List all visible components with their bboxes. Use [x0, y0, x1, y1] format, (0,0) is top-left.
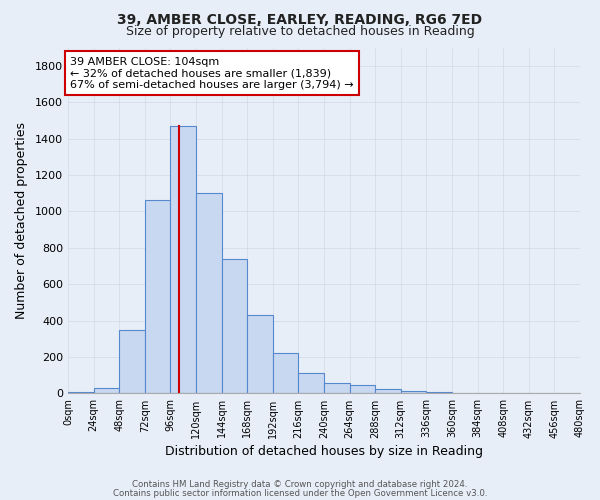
- Text: Contains HM Land Registry data © Crown copyright and database right 2024.: Contains HM Land Registry data © Crown c…: [132, 480, 468, 489]
- Bar: [170, 126, 196, 394]
- Text: Contains public sector information licensed under the Open Government Licence v3: Contains public sector information licen…: [113, 488, 487, 498]
- Bar: [221, 258, 247, 394]
- Bar: [68, 392, 94, 394]
- Bar: [298, 374, 324, 394]
- Bar: [375, 389, 401, 394]
- Bar: [196, 193, 221, 394]
- Text: 39, AMBER CLOSE, EARLEY, READING, RG6 7ED: 39, AMBER CLOSE, EARLEY, READING, RG6 7E…: [118, 12, 482, 26]
- Bar: [94, 388, 119, 394]
- Bar: [119, 330, 145, 394]
- X-axis label: Distribution of detached houses by size in Reading: Distribution of detached houses by size …: [165, 444, 483, 458]
- Text: Size of property relative to detached houses in Reading: Size of property relative to detached ho…: [125, 25, 475, 38]
- Bar: [427, 392, 452, 394]
- Y-axis label: Number of detached properties: Number of detached properties: [15, 122, 28, 319]
- Bar: [247, 315, 273, 394]
- Text: 39 AMBER CLOSE: 104sqm
← 32% of detached houses are smaller (1,839)
67% of semi-: 39 AMBER CLOSE: 104sqm ← 32% of detached…: [70, 56, 353, 90]
- Bar: [401, 390, 427, 394]
- Bar: [324, 384, 350, 394]
- Bar: [452, 392, 478, 394]
- Bar: [350, 386, 375, 394]
- Bar: [478, 393, 503, 394]
- Bar: [145, 200, 170, 394]
- Bar: [273, 354, 298, 394]
